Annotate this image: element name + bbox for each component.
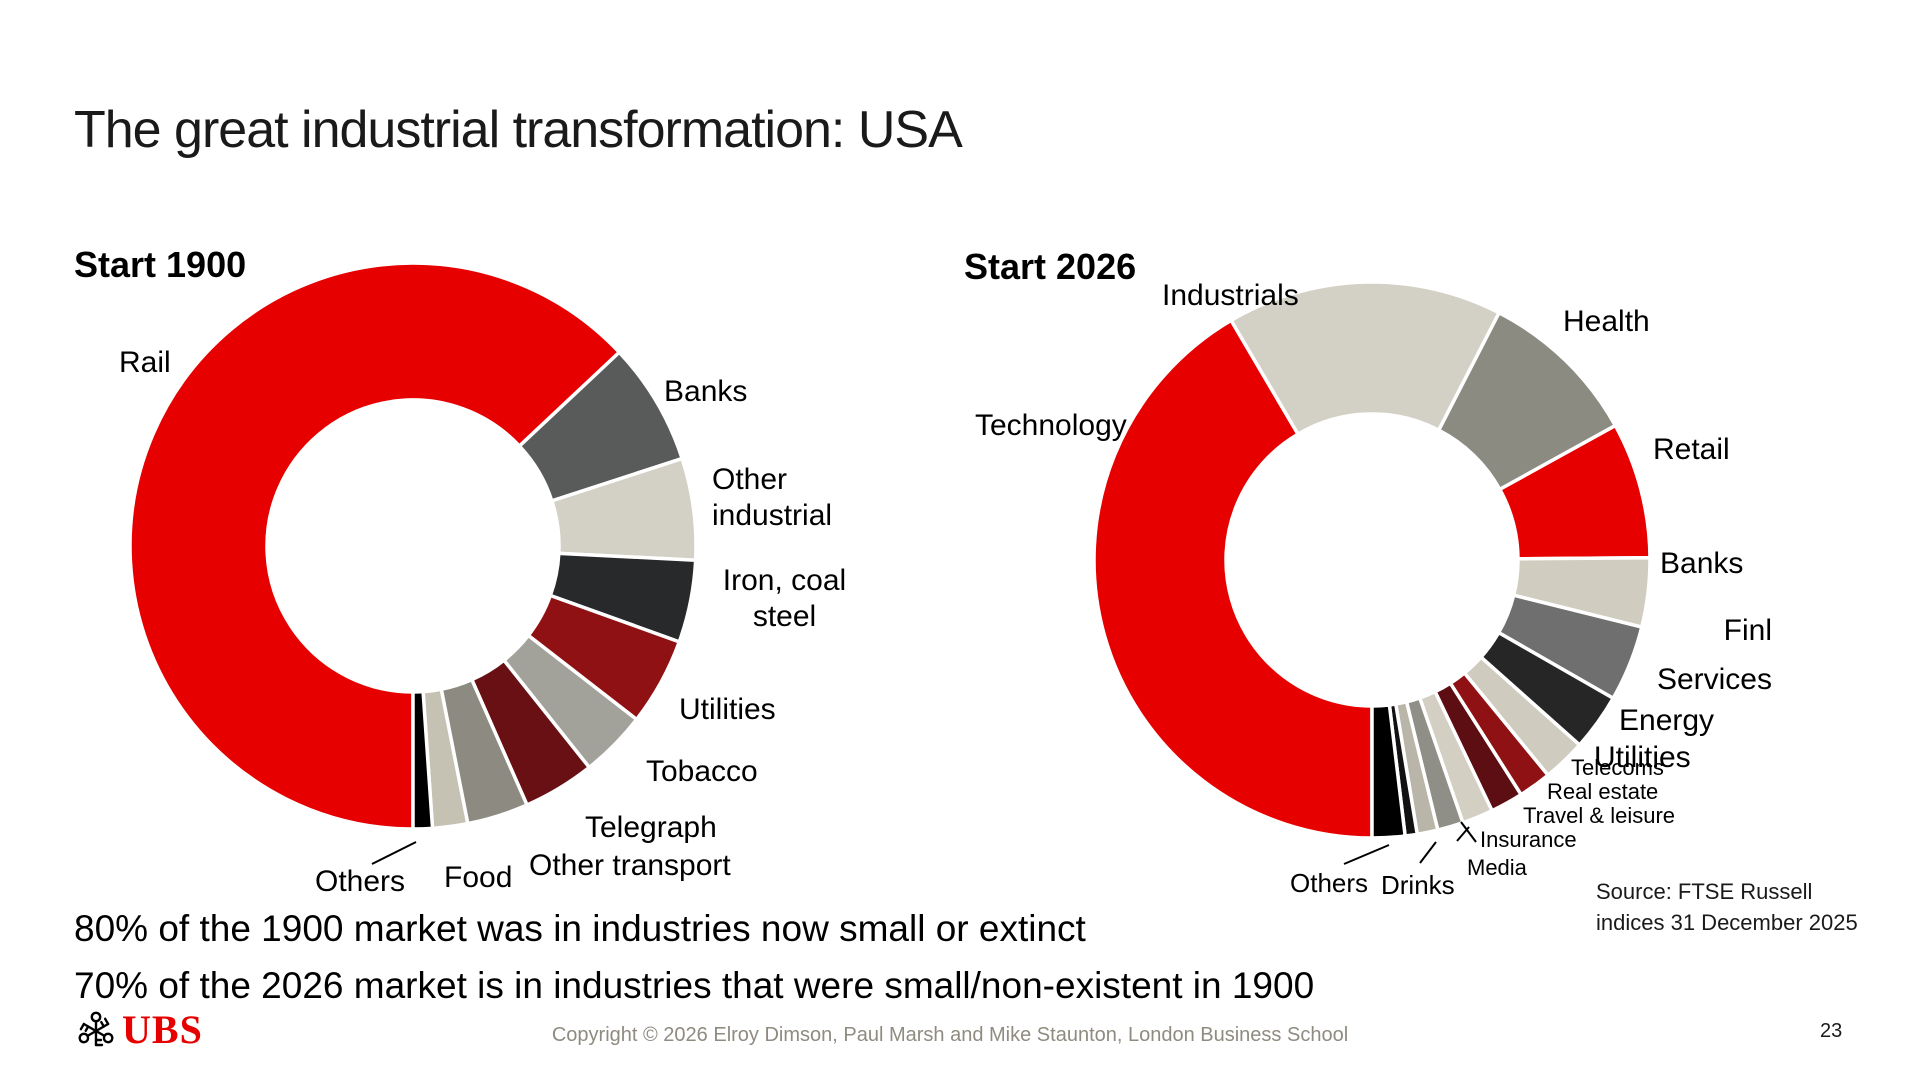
label-media: Media [1467,855,1527,880]
label-telecoms: Telecoms [1571,755,1664,780]
donut-slice-start-2026-industrials [1229,280,1501,436]
donut-slice-start-1900-others [411,689,435,831]
label-food: Food [444,861,513,894]
statement-1900: 80% of the 1900 market was in industries… [74,908,1086,949]
donut-slice-start-2026-others [1370,703,1407,840]
page-title: The great industrial transformation: USA [74,101,963,159]
label-utilities-2026: Utilities [1594,741,1691,774]
donut-chart-1900 [128,261,698,831]
label-banks-1900: Banks [664,375,748,408]
label-drinks: Drinks [1381,870,1455,900]
leader-line-insurance [1460,821,1477,843]
label-real-estate: Real estate [1547,779,1659,804]
label-technology: Technology [975,409,1127,442]
label-other-industrial: Other industrial [712,463,833,532]
leader-line-others-2026 [1343,844,1390,865]
label-rail: Rail [119,346,171,379]
chart-1900-title: Start 1900 [74,244,247,285]
source-note-line1: Source: FTSE Russell [1596,879,1813,904]
leader-line-drinks [1419,841,1437,864]
copyright-text: Copyright © 2026 Elroy Dimson, Paul Mars… [551,1024,1349,1046]
label-insurance: Insurance [1480,827,1577,852]
chart-2026-title: Start 2026 [964,246,1137,287]
leader-lines [371,821,1477,865]
label-travel-leisure: Travel & leisure [1523,803,1676,828]
donut-chart-2026 [1092,280,1652,840]
label-industrials: Industrials [1162,279,1299,312]
label-finl-services: Finl Services [1656,614,1772,696]
source-note: Source: FTSE Russell indices 31 December… [1596,876,1858,938]
ubs-logo-text: UBS [122,1007,203,1052]
label-health: Health [1563,305,1650,338]
label-iron-coal-steel: Iron, coal steel [722,564,847,633]
label-utilities-1900: Utilities [679,693,776,726]
label-other-transport: Other transport [529,849,731,882]
donut-slice-start-1900-rail [128,261,622,831]
donut-slice-start-2026-technology [1092,318,1374,840]
label-others-1900: Others [315,865,406,898]
leader-line-others-1900 [371,841,417,865]
source-note-line2: indices 31 December 2025 [1596,910,1858,935]
page-number: 23 [1820,1020,1843,1042]
label-retail: Retail [1653,433,1730,466]
label-others-2026: Others [1290,868,1369,898]
label-banks-2026: Banks [1660,547,1744,580]
label-telegraph: Telegraph [585,811,717,844]
label-energy: Energy [1619,704,1715,737]
label-tobacco: Tobacco [646,755,758,788]
statement-2026: 70% of the 2026 market is in industries … [74,965,1315,1006]
ubs-keys-icon [78,1011,114,1047]
